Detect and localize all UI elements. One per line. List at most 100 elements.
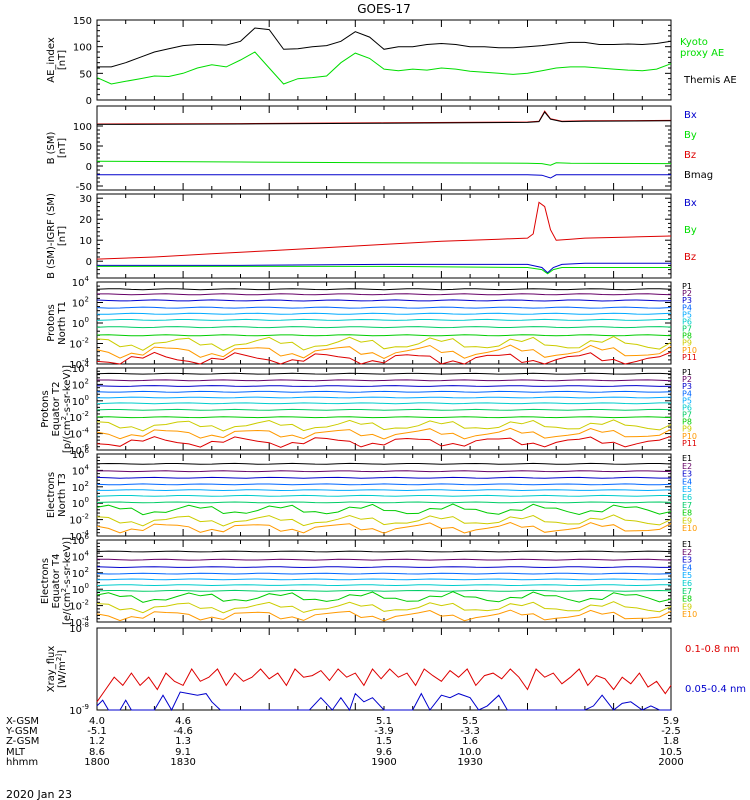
footer-value: -2.5 xyxy=(661,726,681,737)
y-axis-label: [nT] xyxy=(57,50,68,70)
footer-value: 4.6 xyxy=(175,716,191,727)
footer-value: -4.6 xyxy=(173,726,193,737)
channel-label-p8: P8 xyxy=(682,418,692,427)
channel-line-p7 xyxy=(96,326,672,329)
y-tick-label: 102 xyxy=(72,377,89,391)
channel-label-e1: E1 xyxy=(682,454,692,463)
y-axis-label: Protons xyxy=(46,304,57,341)
channel-label-p6: P6 xyxy=(682,403,692,412)
footer-value: -3.3 xyxy=(460,726,480,737)
channel-line-e6 xyxy=(96,494,671,497)
series-line-bx xyxy=(97,174,671,179)
channel-line-e8 xyxy=(96,591,672,603)
channel-line-e2 xyxy=(97,470,672,473)
series-line-bz xyxy=(96,201,672,260)
channel-line-p11 xyxy=(96,351,672,365)
channel-label-e5: E5 xyxy=(682,485,692,494)
channel-line-e2 xyxy=(97,558,672,561)
y-tick-label: 30 xyxy=(79,194,92,205)
channel-line-e7 xyxy=(96,501,672,504)
y-tick-label: 0 xyxy=(86,162,92,173)
series-line-by xyxy=(97,265,671,275)
y-axis-label: Electrons xyxy=(46,472,57,518)
date-label: 2020 Jan 23 xyxy=(6,788,72,800)
legend-label: Bmag xyxy=(684,170,713,181)
channel-line-p6 xyxy=(96,318,671,321)
footer-value: 4.0 xyxy=(89,716,105,727)
channel-label-e8: E8 xyxy=(682,509,692,518)
legend-label: By xyxy=(684,225,697,236)
y-tick-label: 100 xyxy=(72,496,89,510)
y-axis-label: B (SM)-IGRF (SM) xyxy=(46,193,57,279)
footer-row-label: X-GSM xyxy=(6,716,39,727)
legend-label: Bz xyxy=(684,150,696,161)
channel-line-p5 xyxy=(97,312,672,315)
y-tick-label: 150 xyxy=(73,16,92,27)
panel-3: 0 10 20 30 B (SM)-IGRF (SM) [nT] Bx By Bz xyxy=(46,193,697,279)
series-line-kyoto-proxy-ae xyxy=(96,51,672,85)
footer-value: 1900 xyxy=(371,757,396,768)
series-line-themis-ae xyxy=(97,27,672,68)
footer-value: 2000 xyxy=(658,757,683,768)
y-tick-label: 10-2 xyxy=(69,513,89,527)
legend-label: Bz xyxy=(684,252,696,263)
footer-value: 1.2 xyxy=(89,736,105,747)
legend-label: proxy AE xyxy=(680,48,724,59)
channel-line-e6 xyxy=(96,584,671,587)
y-tick-label: 102 xyxy=(72,296,89,310)
channel-line-p11 xyxy=(96,435,672,448)
legend-label: Bx xyxy=(684,198,697,209)
channel-line-e7 xyxy=(96,589,672,592)
channel-line-p9 xyxy=(96,336,672,352)
channel-line-p4 xyxy=(96,306,672,309)
channel-label-p7: P7 xyxy=(682,325,692,334)
y-tick-label: 104 xyxy=(72,275,90,289)
legend-label: 0.1-0.8 nm xyxy=(685,644,740,655)
y-axis-label: North T1 xyxy=(57,301,68,345)
channel-label-p8: P8 xyxy=(682,332,692,341)
footer-value: 1830 xyxy=(170,757,195,768)
series-line-bmag xyxy=(96,111,672,125)
footer-value: 5.9 xyxy=(663,716,679,727)
y-axis-label: Equator T4 xyxy=(51,554,62,609)
channel-label-p4: P4 xyxy=(682,303,692,312)
channel-label-p10: P10 xyxy=(682,346,697,355)
channel-label-p11: P11 xyxy=(682,439,697,448)
y-tick-label: 10 xyxy=(79,236,92,247)
channel-label-e8: E8 xyxy=(682,595,692,604)
footer-value: 8.6 xyxy=(89,747,105,758)
channel-line-e4 xyxy=(96,483,672,486)
channel-line-p8 xyxy=(96,334,672,337)
y-tick-label: 10-9 xyxy=(69,703,89,717)
y-axis-label: Protons xyxy=(40,390,51,427)
channel-line-e5 xyxy=(97,489,672,492)
channel-label-e9: E9 xyxy=(682,602,692,611)
footer-value: 5.5 xyxy=(462,716,478,727)
y-axis-label: AE_index xyxy=(46,37,57,83)
channel-label-e10: E10 xyxy=(682,610,697,619)
y-tick-label: 102 xyxy=(72,566,89,580)
footer-value: 5.1 xyxy=(376,716,392,727)
footer-value: 1.3 xyxy=(175,736,191,747)
channel-label-p4: P4 xyxy=(682,389,692,398)
y-tick-label: 0 xyxy=(86,257,92,268)
panel-frame xyxy=(96,19,672,101)
y-tick-label: 10-8 xyxy=(69,621,89,635)
channel-label-p11: P11 xyxy=(682,353,697,362)
y-axis-label: North T3 xyxy=(57,473,68,517)
y-tick-label: 104 xyxy=(72,361,90,375)
y-tick-label: 50 xyxy=(79,69,92,80)
footer-value: 1.8 xyxy=(663,736,679,747)
channel-label-p5: P5 xyxy=(682,396,692,405)
channel-line-e3 xyxy=(96,476,671,479)
y-axis-label: Electrons xyxy=(40,558,51,604)
channel-label-p2: P2 xyxy=(682,375,692,384)
channel-label-p1: P1 xyxy=(682,368,692,377)
legend-label: Kyoto xyxy=(680,37,708,48)
